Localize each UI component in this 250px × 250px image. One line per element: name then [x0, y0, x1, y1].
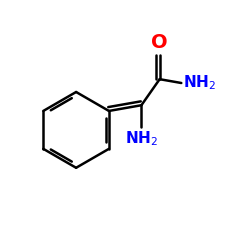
Text: O: O: [151, 33, 168, 52]
Text: NH$_2$: NH$_2$: [182, 74, 216, 92]
Text: NH$_2$: NH$_2$: [125, 129, 158, 148]
